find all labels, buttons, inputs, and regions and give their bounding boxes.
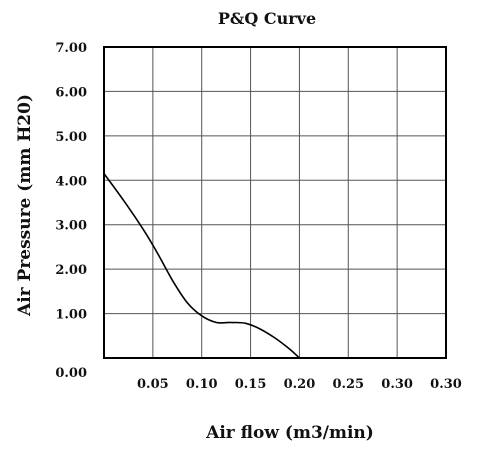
- x-tick-label: 0.30: [381, 377, 413, 392]
- grid-lines: [104, 47, 446, 358]
- series-line: [103, 173, 300, 359]
- y-tick-label: 6.00: [55, 85, 87, 100]
- y-tick-label: 0.00: [55, 366, 87, 381]
- x-tick-labels: 0.05 0.10 0.15 0.20 0.25 0.30 0.30: [137, 377, 462, 392]
- x-tick-label: 0.20: [284, 377, 316, 392]
- y-tick-label: 4.00: [55, 174, 87, 189]
- chart-title: P&Q Curve: [218, 9, 316, 28]
- y-tick-labels: 0.00 1.00 2.00 3.00 4.00 5.00 6.00 7.00: [55, 41, 87, 381]
- y-tick-label: 2.00: [55, 263, 87, 278]
- y-tick-label: 1.00: [55, 308, 87, 323]
- y-tick-label: 3.00: [55, 219, 87, 234]
- plot-frame: [103, 46, 447, 359]
- x-tick-label: 0.10: [186, 377, 218, 392]
- x-tick-label: 0.25: [332, 377, 364, 392]
- x-axis-label: Air flow (m3/min): [205, 423, 374, 443]
- x-tick-label: 0.05: [137, 377, 169, 392]
- y-tick-label: 5.00: [55, 130, 87, 145]
- x-tick-label: 0.15: [235, 377, 267, 392]
- y-axis-label: Air Pressure (mm H20): [15, 94, 35, 317]
- x-tick-label: 0.30: [430, 377, 462, 392]
- y-tick-label: 7.00: [55, 41, 87, 56]
